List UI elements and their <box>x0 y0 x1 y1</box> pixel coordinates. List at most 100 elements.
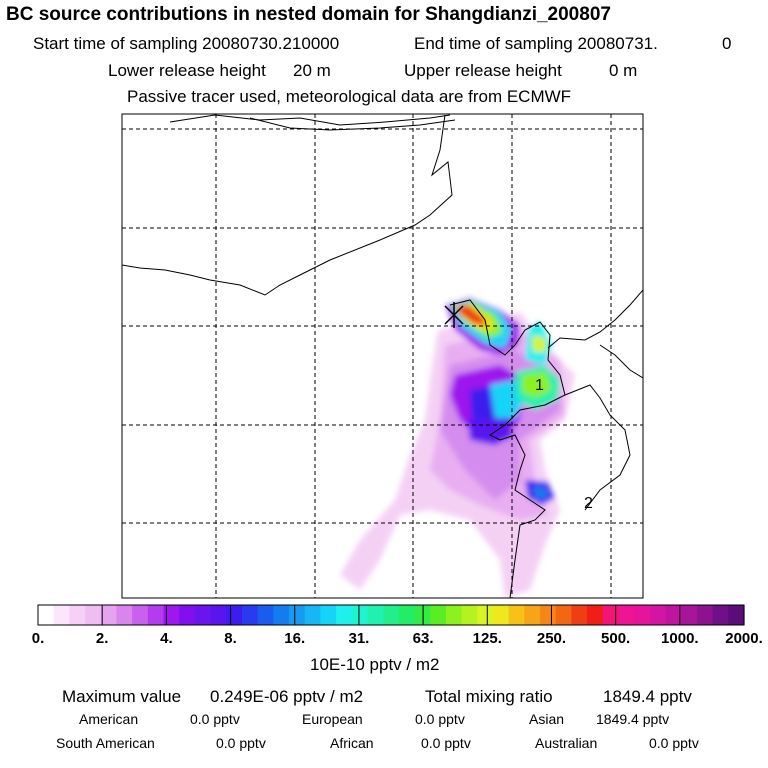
colorbar-cell <box>179 605 196 625</box>
colorbar-cell <box>398 605 416 625</box>
colorbar-cell <box>53 605 70 625</box>
source-name: Asian <box>529 711 565 727</box>
colorbar-unit: 10E-10 pptv / m2 <box>310 655 440 674</box>
colorbar-cell <box>524 605 541 625</box>
colorbar-cell <box>194 605 212 625</box>
colorbar-tick-lines <box>37 605 745 625</box>
coastline <box>122 114 453 296</box>
colorbar-cell <box>351 605 369 625</box>
source-value: 0.0 pptv <box>421 735 471 751</box>
colorbar-cell <box>132 605 149 625</box>
source-value: 0.0 pptv <box>415 711 465 727</box>
colorbar-tick-label: 4. <box>160 630 173 647</box>
colorbar-cell <box>147 605 165 625</box>
colorbar-cell <box>634 605 651 625</box>
release-site-marker <box>444 302 464 328</box>
colorbar-cell <box>383 605 400 625</box>
max-value-label: Maximum value <box>62 687 182 706</box>
source-value: 0.0 pptv <box>190 711 240 727</box>
colorbar-cells <box>38 605 745 625</box>
coastline <box>547 289 643 349</box>
colorbar-cell <box>602 605 620 625</box>
colorbar-cell <box>649 605 667 625</box>
source-value: 0.0 pptv <box>649 735 699 751</box>
colorbar-tick-label: 0. <box>31 630 45 647</box>
colorbar-cell <box>320 605 337 625</box>
colorbar-tick-label: 16. <box>284 630 306 647</box>
source-name: European <box>302 711 363 727</box>
end-time-value: 0 <box>722 34 732 53</box>
colorbar-tick-label: 1000. <box>661 630 699 647</box>
colorbar-cell <box>100 605 118 625</box>
end-time-label: End time of sampling 20080731. <box>414 34 658 53</box>
source-name: African <box>330 735 374 751</box>
colorbar-cell <box>304 605 321 625</box>
plume-mid-region <box>522 372 552 398</box>
colorbar-cell <box>38 605 55 625</box>
colorbar-cell <box>85 605 102 625</box>
colorbar-cell <box>618 605 635 625</box>
colorbar-cell <box>555 605 573 625</box>
site-marker-1: 1 <box>535 377 544 394</box>
colorbar-cell <box>665 605 682 625</box>
colorbar-cell <box>210 605 227 625</box>
colorbar-cell <box>540 605 557 625</box>
plume-mid-region <box>532 486 548 499</box>
colorbar-cell <box>367 605 384 625</box>
start-time-label: Start time of sampling 20080730.210000 <box>33 34 340 53</box>
map-frame <box>121 113 644 599</box>
colorbar-cell <box>477 605 494 625</box>
site-marker-2: 2 <box>584 495 593 512</box>
colorbar-tick-label: 31. <box>348 630 370 647</box>
colorbar-tick-label: 2. <box>95 630 109 647</box>
colorbar-tick-label: 63. <box>412 630 434 647</box>
lower-release-label: Lower release height <box>108 61 266 80</box>
total-mixing-value: 1849.4 pptv <box>603 687 692 706</box>
source-value: 0.0 pptv <box>216 735 266 751</box>
source-name: American <box>79 711 139 727</box>
coastline <box>564 384 631 511</box>
total-mixing-label: Total mixing ratio <box>425 687 553 706</box>
coastline <box>449 299 566 598</box>
colorbar-cell <box>508 605 525 625</box>
colorbar-tick-label: 125. <box>472 630 502 647</box>
colorbar-cell <box>116 605 133 625</box>
colorbar-cell <box>571 605 588 625</box>
colorbar-cell <box>241 605 259 625</box>
colorbar-cell <box>681 605 698 625</box>
coastlines <box>122 114 643 598</box>
grid-lines <box>122 114 643 598</box>
colorbar-cell <box>226 605 243 625</box>
coastline <box>599 344 643 379</box>
colorbar-cell <box>445 605 463 625</box>
colorbar-cell <box>696 605 714 625</box>
colorbar-cell <box>492 605 510 625</box>
colorbar-cell <box>461 605 478 625</box>
colorbar-tick-label: 8. <box>224 630 237 647</box>
colorbar-cell <box>430 605 447 625</box>
plume-mid-region <box>532 335 546 352</box>
colorbar-tick-label: 500. <box>601 630 631 647</box>
chart-title: BC source contributions in nested domain… <box>6 4 611 25</box>
tracer-note: Passive tracer used, meteorological data… <box>127 87 572 106</box>
colorbar-tick-label: 2000. <box>725 630 763 647</box>
source-name: Australian <box>535 735 598 751</box>
colorbar-cell <box>336 605 353 625</box>
concentration-field <box>122 114 643 598</box>
upper-release-value: 0 m <box>609 61 638 80</box>
lower-release-value: 20 m <box>293 61 331 80</box>
colorbar-cell <box>712 605 729 625</box>
source-name: South American <box>56 735 155 751</box>
colorbar-cell <box>728 605 745 625</box>
upper-release-label: Upper release height <box>404 61 562 80</box>
colorbar-cell <box>257 605 274 625</box>
colorbar-cell <box>163 605 180 625</box>
max-value: 0.249E-06 pptv / m2 <box>210 687 364 706</box>
colorbar-tick-label: 250. <box>536 630 567 647</box>
coastline <box>169 114 451 126</box>
colorbar-cell <box>289 605 306 625</box>
source-value: 1849.4 pptv <box>596 711 670 727</box>
colorbar-cell <box>587 605 604 625</box>
